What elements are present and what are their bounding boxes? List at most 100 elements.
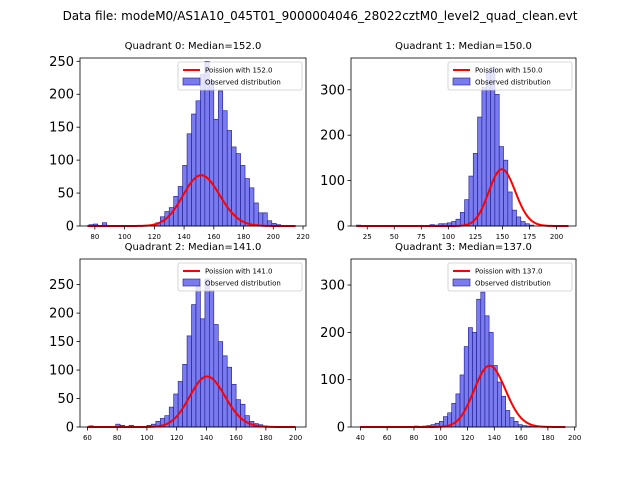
histogram-bar — [492, 365, 498, 428]
legend-bar-swatch — [182, 278, 201, 287]
histogram-bar — [177, 186, 183, 227]
histogram-bar — [217, 90, 224, 227]
histogram-bar — [209, 80, 215, 227]
y-tick-label: 250 — [49, 278, 74, 293]
histogram-bar — [516, 216, 522, 227]
subplot-1: 25 50 75 100 125 150 175 200 0 100 200 300 Quadrant … — [320, 41, 577, 241]
y-tick-label: 100 — [320, 373, 345, 388]
x-tick-label: 140 — [488, 434, 501, 442]
y-tick-label: 0 — [337, 421, 345, 436]
histogram-bar — [200, 74, 206, 227]
histogram-bars — [360, 291, 544, 428]
histogram-bar — [186, 335, 192, 428]
x-tick-label: 175 — [523, 233, 536, 241]
histogram-bar — [209, 290, 215, 428]
subplot-title: Quadrant 2: Median=141.0 — [125, 242, 262, 253]
histogram-bar — [204, 278, 210, 428]
histogram-bar — [168, 406, 174, 428]
histogram-bar — [213, 118, 219, 227]
histogram-bars — [88, 60, 286, 227]
x-tick-label: 80 — [90, 233, 99, 241]
y-tick-label: 50 — [57, 392, 74, 407]
subplot-3: 40 60 80 100 120 140 160 180 200 0 100 200 300 Quadra… — [320, 242, 581, 442]
x-tick-label: 180 — [237, 233, 250, 241]
histogram-bar — [494, 94, 500, 227]
x-tick-label: 80 — [113, 434, 122, 442]
legend-box — [447, 262, 573, 292]
histogram-bar — [511, 209, 517, 227]
subplot-title: Quadrant 1: Median=150.0 — [395, 41, 532, 52]
legend-label: Poission with 150.0 — [475, 67, 543, 75]
x-tick-label: 60 — [83, 434, 92, 442]
y-tick-label: 250 — [49, 55, 74, 70]
histogram-bars — [356, 66, 535, 227]
legend: Poission with 141.0 Observed distribution — [177, 262, 303, 292]
x-tick-label: 100 — [442, 233, 455, 241]
histogram-bar — [173, 196, 179, 227]
histogram-bar — [244, 178, 250, 227]
x-tick-label: 75 — [417, 233, 426, 241]
histogram-bar — [509, 417, 515, 428]
histogram-bar — [468, 327, 473, 428]
y-tick-label: 200 — [49, 307, 74, 322]
x-tick-label: 200 — [568, 434, 581, 442]
histogram-bar — [472, 332, 477, 428]
histogram-bar — [513, 421, 519, 428]
x-tick-label: 50 — [390, 233, 399, 241]
x-tick-label: 200 — [289, 434, 302, 442]
y-tick-label: 150 — [49, 121, 74, 136]
y-tick-label: 300 — [320, 279, 345, 294]
histogram-bar — [476, 298, 482, 428]
subplot-grid: 80 100 120 140 160 180 200 220050100150200250Qu… — [49, 41, 581, 442]
legend-label: Poission with 141.0 — [205, 268, 273, 276]
y-tick-label: 50 — [57, 187, 74, 202]
histogram-bar — [497, 381, 502, 428]
x-tick-label: 80 — [409, 434, 418, 442]
legend-label: Observed distribution — [205, 280, 281, 288]
subplot-0: 80 100 120 140 160 180 200 220 0 50 100 150 200 250 Qu… — [49, 41, 310, 241]
histogram-bar — [485, 71, 491, 227]
histogram-bar — [507, 191, 513, 227]
x-tick-label: 140 — [200, 434, 213, 442]
legend-box — [177, 262, 303, 292]
x-tick-label: 140 — [177, 233, 190, 241]
histogram-bar — [222, 110, 228, 227]
x-tick-label: 25 — [363, 233, 372, 241]
histogram-bar — [240, 165, 246, 227]
histogram-bar — [464, 199, 470, 227]
histogram-bar — [222, 355, 228, 428]
legend-box — [447, 61, 573, 91]
histogram-bar — [262, 212, 268, 227]
histogram-bar — [213, 324, 219, 428]
legend-label: Observed distribution — [475, 79, 551, 87]
axes-frame — [79, 57, 307, 227]
x-tick-label: 40 — [356, 434, 365, 442]
y-tick-label: 200 — [320, 326, 345, 341]
histogram-bar — [459, 212, 465, 227]
x-tick-label: 160 — [514, 434, 527, 442]
x-tick-label: 220 — [296, 233, 309, 241]
histogram-bar — [480, 291, 486, 428]
histogram-bar — [463, 346, 469, 428]
subplot-title: Quadrant 3: Median=137.0 — [395, 242, 532, 253]
y-tick-label: 200 — [320, 129, 345, 144]
x-tick-label: 200 — [267, 233, 280, 241]
x-tick-label: 100 — [434, 434, 447, 442]
x-tick-label: 100 — [118, 233, 131, 241]
legend-bar-swatch — [452, 278, 471, 287]
x-tick-label: 200 — [550, 233, 563, 241]
histogram-bar — [186, 133, 192, 227]
y-tick-label: 200 — [49, 88, 74, 103]
legend-label: Poission with 152.0 — [205, 67, 273, 75]
axes-frame — [350, 258, 577, 428]
x-tick-label: 100 — [140, 434, 153, 442]
x-tick-label: 125 — [469, 233, 482, 241]
histogram-bar — [191, 113, 197, 227]
histogram-bar — [195, 284, 201, 428]
subplot-title: Quadrant 0: Median=152.0 — [125, 41, 262, 52]
legend-box — [177, 61, 303, 91]
y-tick-label: 300 — [320, 83, 345, 98]
histogram-bar — [501, 395, 506, 428]
histogram-bar — [472, 153, 478, 227]
